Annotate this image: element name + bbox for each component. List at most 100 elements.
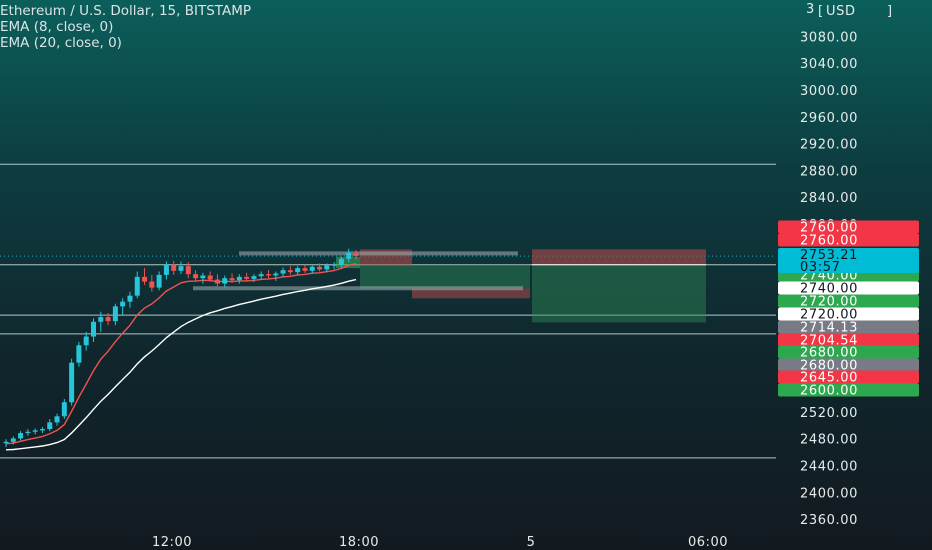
candle-body <box>127 295 133 302</box>
candle-body <box>149 281 155 288</box>
y-tick-label: 3080.00 <box>800 30 858 45</box>
price-tag-label: 2760.00 <box>800 234 858 249</box>
price-tag-label: 2600.00 <box>800 384 858 399</box>
x-tick-label: 5 <box>527 535 536 550</box>
candle-body <box>98 317 104 322</box>
price-tag-label: 2680.00 <box>800 346 858 361</box>
candle-body <box>91 321 96 337</box>
y-tick-label: 2520.00 <box>800 406 858 421</box>
candle-body <box>295 268 301 273</box>
price-tag-label: 2714.13 <box>800 321 858 336</box>
y-tick-label: 2480.00 <box>800 433 858 448</box>
y-tick-label: 2400.00 <box>800 486 858 501</box>
candle-body <box>200 275 206 279</box>
candle-body <box>156 274 162 288</box>
price-tag <box>778 220 919 234</box>
x-tick-label: 06:00 <box>688 535 728 550</box>
candle-body <box>47 422 53 430</box>
y-tick-label: 2880.00 <box>800 164 858 179</box>
candle-body <box>25 431 31 434</box>
position-zones <box>193 249 706 323</box>
price-tag <box>778 370 919 384</box>
current-price-tag <box>778 248 919 273</box>
legend-ema-8[interactable]: EMA (8, close, 0) <box>0 19 114 35</box>
candle-body <box>112 306 118 322</box>
candle-body <box>266 274 271 276</box>
price-tag-label: 2720.00 <box>800 295 858 310</box>
target-zone-1 <box>360 264 530 289</box>
y-tick-label: 2360.00 <box>800 513 858 528</box>
price-tag-label: 2680.00 <box>800 359 858 374</box>
countdown-label: 03:57 <box>800 260 840 275</box>
candle-body <box>163 264 169 275</box>
candle-body <box>32 430 38 432</box>
candle-body <box>171 264 177 271</box>
entry-box <box>336 256 360 269</box>
price-tag <box>778 307 919 321</box>
y-tick-label: 2440.00 <box>800 459 858 474</box>
y-tick-label-partial: 3 <box>806 2 815 17</box>
price-tag-label: 2645.00 <box>800 371 858 386</box>
legend-title[interactable]: Ethereum / U.S. Dollar, 15, BITSTAMP <box>0 3 252 19</box>
candle-body <box>134 276 140 296</box>
stop-zone-2 <box>412 288 530 299</box>
stop-zone-3 <box>532 249 706 265</box>
currency-bracket-left: [ <box>818 4 824 19</box>
candle-body <box>222 278 228 284</box>
ema-20-line <box>5 278 357 451</box>
candle-body <box>280 270 286 274</box>
candle-body <box>193 274 199 279</box>
price-tag <box>778 358 919 372</box>
candle-body <box>331 264 337 266</box>
candle-body <box>83 336 89 346</box>
y-tick-label: 2840.00 <box>800 191 858 206</box>
price-tag <box>778 383 919 397</box>
candle-body <box>251 276 257 279</box>
price-tag-label: 2760.00 <box>800 221 858 236</box>
price-tag-label: 2720.00 <box>800 308 858 323</box>
resistance-bar <box>239 251 518 256</box>
candle-body <box>287 270 293 273</box>
legend-ema-20[interactable]: EMA (20, close, 0) <box>0 35 122 51</box>
y-tick-label: 3040.00 <box>800 57 858 72</box>
candle-body <box>105 317 111 322</box>
candle-body <box>3 441 9 444</box>
price-tags: 2760.002760.002740.002740.002720.002720.… <box>778 220 919 399</box>
candles <box>3 248 359 448</box>
target-zone-3 <box>532 264 706 323</box>
y-tick-label: 2960.00 <box>800 111 858 126</box>
candle-body <box>54 416 60 423</box>
price-tag <box>778 281 919 295</box>
price-tag-label: 2740.00 <box>800 282 858 297</box>
currency-bracket-right: ] <box>887 4 893 19</box>
candle-body <box>207 275 213 280</box>
candle-body <box>324 265 330 270</box>
candle-body <box>69 362 75 403</box>
candle-body <box>346 252 352 259</box>
time-axis: 12:00 18:00 5 06:00 <box>152 535 728 550</box>
x-tick-label: 12:00 <box>152 535 192 550</box>
price-tag <box>778 233 919 247</box>
candle-body <box>185 266 191 275</box>
candle-body <box>10 438 16 442</box>
currency-label: USD <box>826 4 856 19</box>
current-price-label: 2753.21 <box>800 248 858 263</box>
price-tag <box>778 294 919 308</box>
candle-body <box>76 345 82 363</box>
support-bar <box>193 286 523 291</box>
price-tag <box>778 345 919 359</box>
candle-body <box>178 266 184 271</box>
candle-body <box>273 273 279 276</box>
candle-body <box>353 252 359 257</box>
y-tick-label: 3000.00 <box>800 84 858 99</box>
candle-body <box>309 266 315 271</box>
candle-body <box>39 429 45 431</box>
candle-body <box>258 274 264 277</box>
x-tick-label: 18:00 <box>339 535 379 550</box>
candle-body <box>214 279 220 284</box>
candle-body <box>302 268 308 271</box>
candle-body <box>229 278 235 281</box>
candle-body <box>317 266 323 270</box>
